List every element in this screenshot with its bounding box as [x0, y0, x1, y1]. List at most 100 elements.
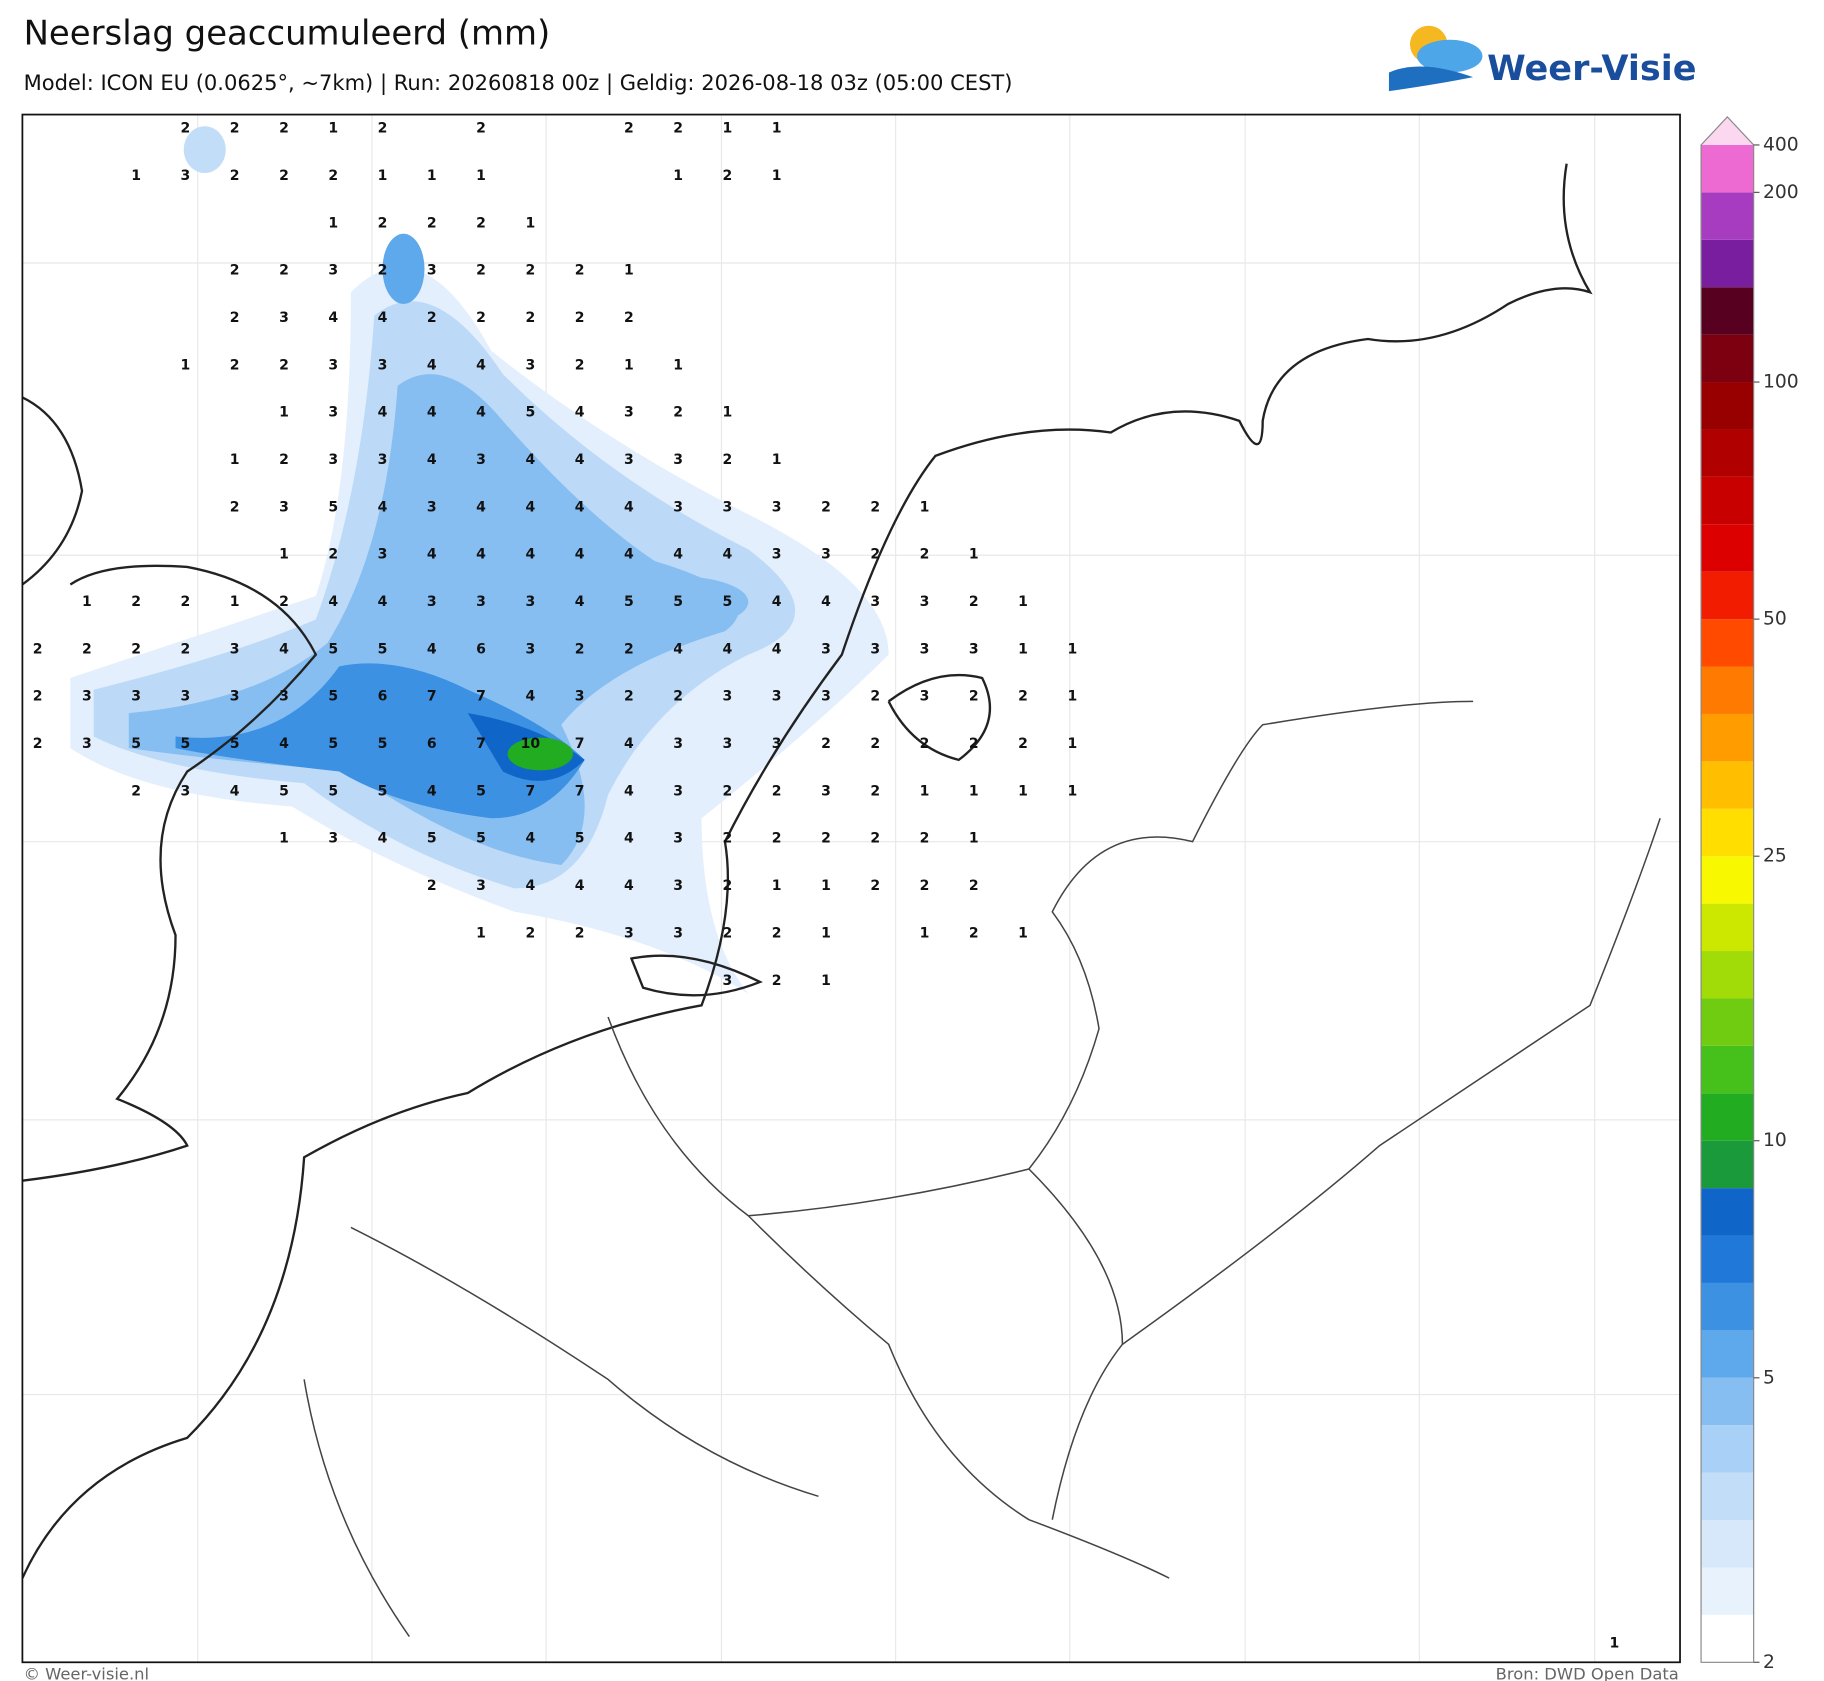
grid-value: 4 — [673, 641, 683, 657]
grid-value: 2 — [279, 263, 289, 279]
grid-value: 2 — [1018, 736, 1028, 752]
colorbar-segment — [1701, 1188, 1754, 1236]
grid-value: 3 — [673, 452, 683, 468]
grid-value: 2 — [870, 499, 880, 515]
grid-value: 4 — [476, 499, 486, 515]
colorbar-segment — [1701, 382, 1754, 430]
grid-value: 10 — [521, 736, 541, 752]
grid-value: 5 — [378, 641, 388, 657]
grid-value: 7 — [525, 783, 535, 799]
map-frame — [21, 113, 1681, 1664]
grid-value: 1 — [230, 594, 240, 610]
grid-value: 2 — [82, 641, 92, 657]
grid-value: 3 — [525, 594, 535, 610]
grid-value: 1 — [821, 925, 831, 941]
grid-value: 1 — [328, 121, 338, 137]
grid-value: 1 — [920, 925, 930, 941]
grid-value: 2 — [575, 357, 585, 373]
colorbar-segment — [1701, 334, 1754, 383]
grid-value: 4 — [279, 736, 289, 752]
colorbar-segment — [1701, 239, 1754, 288]
grid-value: 1 — [427, 168, 437, 184]
grid-value: 2 — [131, 783, 141, 799]
grid-value: 5 — [525, 405, 535, 421]
colorbar-tick-label: 10 — [1763, 1130, 1787, 1151]
grid-value: 2 — [378, 215, 388, 231]
grid-value: 3 — [624, 452, 634, 468]
grid-value: 4 — [624, 499, 634, 515]
colorbar-segment — [1701, 1614, 1754, 1663]
logo-text: Weer-Visie — [1487, 48, 1696, 89]
grid-value: 1 — [772, 878, 782, 894]
subtitle: Model: ICON EU (0.0625°, ~7km) | Run: 20… — [24, 70, 1013, 96]
grid-value: 4 — [378, 831, 388, 847]
grid-value: 1 — [279, 547, 289, 563]
grid-value: 2 — [131, 641, 141, 657]
grid-value: 4 — [575, 547, 585, 563]
grid-value: 2 — [476, 121, 486, 137]
logo: Weer-Visie — [1388, 25, 1697, 92]
grid-value: 2 — [969, 736, 979, 752]
grid-value: 3 — [723, 973, 733, 989]
grid-value: 3 — [723, 499, 733, 515]
grid-value: 2 — [181, 641, 191, 657]
grid-value: 4 — [476, 357, 486, 373]
grid-value: 2 — [328, 168, 338, 184]
grid-value: 5 — [328, 736, 338, 752]
colorbar-segment — [1701, 287, 1754, 335]
colorbar-segment — [1701, 713, 1754, 762]
colorbar-segment — [1701, 571, 1754, 620]
grid-value: 3 — [328, 263, 338, 279]
grid-value: 2 — [772, 925, 782, 941]
grid-value: 4 — [723, 547, 733, 563]
grid-value: 3 — [279, 310, 289, 326]
grid-value: 5 — [328, 689, 338, 705]
grid-value: 2 — [673, 689, 683, 705]
grid-value: 3 — [427, 594, 437, 610]
grid-value: 2 — [230, 263, 240, 279]
grid-value: 5 — [279, 783, 289, 799]
grid-value: 2 — [33, 641, 43, 657]
grid-value: 2 — [723, 168, 733, 184]
grid-value: 1 — [920, 499, 930, 515]
grid-value: 2 — [673, 121, 683, 137]
grid-value: 5 — [476, 831, 486, 847]
grid-value: 2 — [624, 641, 634, 657]
grid-value: 1 — [1018, 925, 1028, 941]
grid-value: 5 — [673, 594, 683, 610]
grid-value: 1 — [723, 121, 733, 137]
colorbar-segment — [1701, 1235, 1754, 1283]
grid-value: 2 — [624, 310, 634, 326]
colorbar-tick-label: 400 — [1763, 134, 1799, 155]
colorbar-segment — [1701, 1472, 1754, 1521]
grid-value: 5 — [181, 736, 191, 752]
grid-value: 1 — [230, 452, 240, 468]
colorbar-segment — [1701, 903, 1754, 952]
grid-value: 2 — [920, 547, 930, 563]
grid-value: 7 — [476, 689, 486, 705]
grid-value: 4 — [427, 783, 437, 799]
grid-value: 4 — [378, 499, 388, 515]
grid-value: 1 — [821, 878, 831, 894]
grid-value: 2 — [525, 925, 535, 941]
grid-value: 4 — [575, 878, 585, 894]
grid-value: 2 — [279, 452, 289, 468]
grid-value: 3 — [575, 689, 585, 705]
grid-value: 5 — [328, 641, 338, 657]
grid-value: 2 — [328, 547, 338, 563]
grid-value: 2 — [476, 263, 486, 279]
colorbar-tick-label: 100 — [1763, 372, 1799, 393]
grid-value: 5 — [230, 736, 240, 752]
grid-value: 3 — [525, 357, 535, 373]
grid-value: 3 — [723, 736, 733, 752]
footer-right: Bron: DWD Open Data — [1496, 1665, 1679, 1681]
grid-value: 3 — [920, 641, 930, 657]
grid-value: 4 — [525, 878, 535, 894]
grid-value: 2 — [378, 263, 388, 279]
grid-value: 1 — [673, 168, 683, 184]
grid-value: 2 — [870, 878, 880, 894]
grid-value: 4 — [772, 594, 782, 610]
grid-value: 2 — [624, 121, 634, 137]
grid-value: 4 — [723, 641, 733, 657]
